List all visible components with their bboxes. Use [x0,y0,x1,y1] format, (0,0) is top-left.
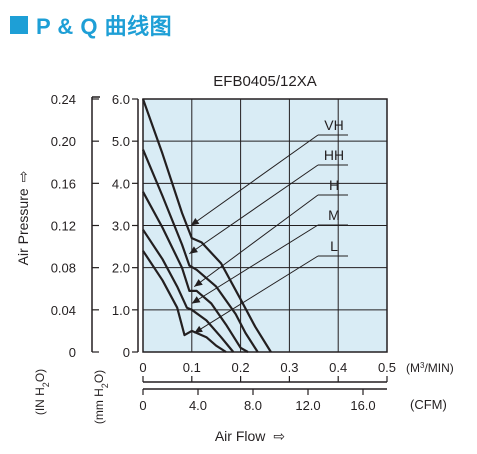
y-tick-mm: 3.0 [112,219,130,234]
x-tick-m3: 0 [139,360,146,375]
y-tick-mm: 4.0 [112,176,130,191]
leader-line [193,194,319,288]
leader-line [190,134,319,226]
curve-vh [141,98,272,353]
x-tick-cfm: 16.0 [350,398,375,413]
y-axis-label: Air Pressure⇨ [15,171,31,266]
x-unit-m3: (M3/MIN) [406,361,454,376]
y-tick-mm: 5.0 [112,134,130,149]
y-tick-in: 0.08 [51,261,76,276]
series-label-h: H [329,177,339,193]
series-label-hh: HH [324,147,344,163]
curve-hh [141,149,259,353]
curves [141,98,272,353]
leader-arrowhead [190,218,200,226]
plot-frame [142,98,388,353]
page-header: P & Q 曲线图 [10,8,172,42]
x-tick-m3: 0.4 [329,360,347,375]
y-tick-mm: 6.0 [112,92,130,107]
x-tick-cfm: 0 [139,398,146,413]
y-tick-mm: 2.0 [112,261,130,276]
y-tick-in: 0.04 [51,303,76,318]
x-axis-label: Air Flow ⇨ [215,428,285,444]
y-units-in: (IN H2O) [33,369,51,415]
leader-arrowhead [194,325,203,334]
tick-labels: 01.02.03.04.05.06.000.040.080.120.160.20… [51,92,396,413]
y-tick-in: 0 [69,345,76,360]
chart-title: EFB0405/12XA [213,73,316,90]
leader-line [193,255,319,334]
series-label-l: L [330,238,338,254]
x-tick-m3: 0.3 [280,360,298,375]
leader-arrowhead [194,279,203,287]
curve-h [142,191,249,353]
leader-line [191,224,319,304]
y-tick-in: 0.16 [51,176,76,191]
curve-l [142,250,227,353]
x-tick-m3: 0.2 [232,360,250,375]
series-label-vh: VH [324,117,343,133]
x-tick-m3: 0.1 [183,360,201,375]
leader-arrowhead [191,296,201,304]
y-tick-in: 0.12 [51,219,76,234]
x-tick-cfm: 4.0 [189,398,207,413]
curve-m [142,229,235,353]
leader-arrowhead [189,246,198,254]
leader-line [189,164,319,255]
header-square-icon [10,16,28,34]
y-tick-in: 0.24 [51,92,76,107]
y-units-mm: (mm H2O) [92,370,110,424]
y-tick-in: 0.20 [51,134,76,149]
series-label-m: M [328,207,340,223]
x-tick-cfm: 12.0 [295,398,320,413]
page-title: P & Q 曲线图 [36,14,173,39]
y-tick-mm: 1.0 [112,303,130,318]
y-tick-mm: 0 [123,345,130,360]
x-tick-cfm: 8.0 [244,398,262,413]
x-unit-cfm: (CFM) [410,397,447,412]
x-tick-m3: 0.5 [378,360,396,375]
